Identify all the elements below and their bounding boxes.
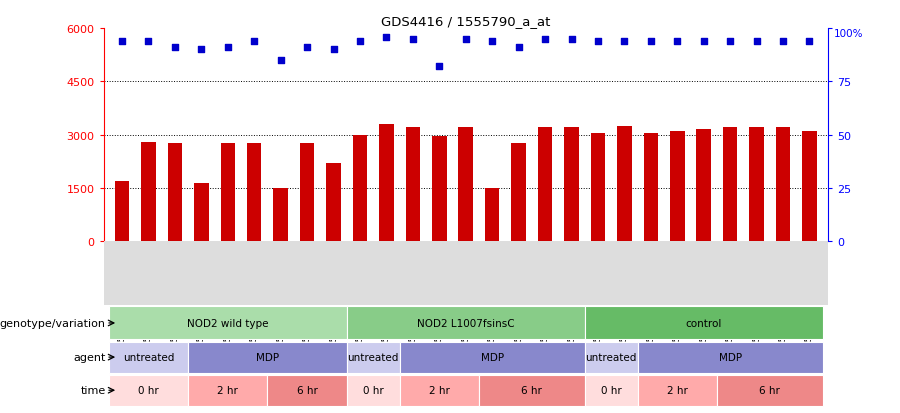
Text: untreated: untreated bbox=[586, 352, 637, 362]
Bar bbox=[353, 135, 367, 242]
Bar bbox=[267, 375, 346, 406]
Point bbox=[300, 45, 314, 51]
Bar bbox=[564, 128, 579, 242]
Bar bbox=[585, 375, 637, 406]
Bar bbox=[617, 126, 632, 242]
Point bbox=[511, 45, 526, 51]
Bar bbox=[485, 188, 500, 242]
Bar bbox=[644, 133, 658, 242]
Text: 2 hr: 2 hr bbox=[217, 385, 239, 395]
Text: NOD2 wild type: NOD2 wild type bbox=[187, 318, 268, 328]
Point bbox=[564, 36, 579, 43]
Point bbox=[432, 64, 446, 71]
Point bbox=[274, 57, 288, 64]
Bar bbox=[188, 342, 346, 373]
Bar bbox=[637, 375, 717, 406]
Point bbox=[194, 47, 209, 53]
Point bbox=[617, 38, 632, 45]
Text: MDP: MDP bbox=[481, 352, 504, 362]
Bar bbox=[538, 128, 553, 242]
Text: time: time bbox=[80, 385, 105, 395]
Bar bbox=[400, 342, 585, 373]
Text: 2 hr: 2 hr bbox=[667, 385, 688, 395]
Point bbox=[141, 38, 156, 45]
Bar bbox=[109, 342, 188, 373]
Bar bbox=[379, 125, 393, 242]
Bar bbox=[776, 128, 790, 242]
Point bbox=[115, 38, 130, 45]
Point bbox=[167, 45, 182, 51]
Bar bbox=[346, 375, 400, 406]
Point bbox=[406, 36, 420, 43]
Bar bbox=[670, 132, 685, 242]
Bar bbox=[188, 375, 267, 406]
Bar bbox=[141, 142, 156, 242]
Bar bbox=[406, 128, 420, 242]
Text: control: control bbox=[686, 318, 722, 328]
Bar bbox=[585, 342, 637, 373]
Bar bbox=[274, 188, 288, 242]
Bar bbox=[723, 128, 737, 242]
Bar bbox=[479, 375, 585, 406]
Text: MDP: MDP bbox=[256, 352, 279, 362]
Text: 100%: 100% bbox=[833, 29, 863, 39]
Bar bbox=[458, 128, 473, 242]
Point bbox=[220, 45, 235, 51]
Bar bbox=[637, 342, 823, 373]
Bar bbox=[327, 164, 341, 242]
Text: MDP: MDP bbox=[718, 352, 742, 362]
Bar bbox=[109, 375, 188, 406]
Bar bbox=[590, 133, 605, 242]
Bar bbox=[511, 144, 526, 242]
Point bbox=[723, 38, 737, 45]
Bar bbox=[750, 128, 764, 242]
Bar bbox=[432, 137, 446, 242]
Text: 2 hr: 2 hr bbox=[429, 385, 450, 395]
Bar bbox=[300, 144, 314, 242]
Bar bbox=[697, 130, 711, 242]
Point bbox=[590, 38, 605, 45]
Point bbox=[644, 38, 658, 45]
Text: 0 hr: 0 hr bbox=[363, 385, 383, 395]
Text: NOD2 L1007fsinsC: NOD2 L1007fsinsC bbox=[417, 318, 515, 328]
Bar bbox=[109, 307, 346, 339]
Point bbox=[485, 38, 500, 45]
Bar bbox=[247, 144, 262, 242]
Point bbox=[379, 34, 393, 41]
Point bbox=[776, 38, 790, 45]
Bar bbox=[400, 375, 479, 406]
Text: 6 hr: 6 hr bbox=[297, 385, 318, 395]
Bar bbox=[346, 342, 400, 373]
Bar bbox=[220, 144, 235, 242]
Point bbox=[750, 38, 764, 45]
Point bbox=[802, 38, 816, 45]
Text: 0 hr: 0 hr bbox=[138, 385, 158, 395]
Text: 6 hr: 6 hr bbox=[760, 385, 780, 395]
Bar bbox=[585, 307, 823, 339]
Text: 6 hr: 6 hr bbox=[521, 385, 543, 395]
Bar bbox=[802, 132, 817, 242]
Text: untreated: untreated bbox=[122, 352, 174, 362]
Text: agent: agent bbox=[73, 352, 105, 362]
Point bbox=[247, 38, 261, 45]
Bar bbox=[346, 307, 585, 339]
Point bbox=[670, 38, 685, 45]
Text: 0 hr: 0 hr bbox=[601, 385, 622, 395]
Point bbox=[697, 38, 711, 45]
Bar bbox=[167, 144, 182, 242]
Point bbox=[538, 36, 553, 43]
Bar bbox=[114, 181, 130, 242]
Text: untreated: untreated bbox=[347, 352, 399, 362]
Point bbox=[459, 36, 473, 43]
Bar bbox=[194, 183, 209, 242]
Point bbox=[353, 38, 367, 45]
Point bbox=[327, 47, 341, 53]
Bar bbox=[717, 375, 823, 406]
Title: GDS4416 / 1555790_a_at: GDS4416 / 1555790_a_at bbox=[381, 15, 551, 28]
Text: genotype/variation: genotype/variation bbox=[0, 318, 105, 328]
